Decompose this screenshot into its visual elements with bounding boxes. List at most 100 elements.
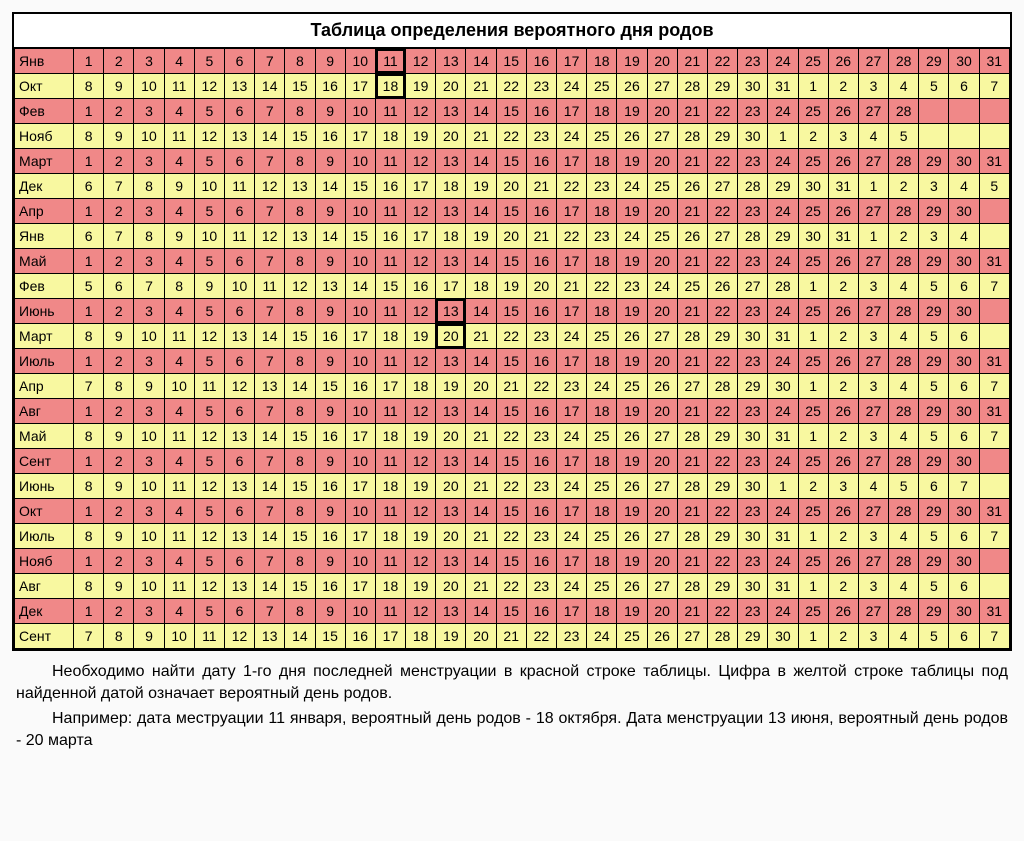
day-cell: 15 bbox=[315, 374, 345, 399]
day-cell: 26 bbox=[828, 399, 858, 424]
day-cell: 13 bbox=[224, 474, 254, 499]
day-cell: 4 bbox=[164, 549, 194, 574]
day-cell: 16 bbox=[375, 224, 405, 249]
month-label: Апр bbox=[15, 374, 74, 399]
day-cell: 18 bbox=[406, 374, 436, 399]
day-cell: 18 bbox=[375, 324, 405, 349]
day-cell: 26 bbox=[828, 549, 858, 574]
month-label: Янв bbox=[15, 49, 74, 74]
day-cell: 18 bbox=[587, 199, 617, 224]
day-cell: 19 bbox=[436, 374, 466, 399]
day-cell bbox=[979, 299, 1009, 324]
day-cell: 1 bbox=[74, 349, 104, 374]
day-cell: 18 bbox=[587, 249, 617, 274]
day-cell: 12 bbox=[194, 124, 224, 149]
day-cell: 26 bbox=[828, 499, 858, 524]
table-row: Сент789101112131415161718192021222324252… bbox=[15, 624, 1010, 649]
day-cell: 19 bbox=[617, 449, 647, 474]
day-cell: 8 bbox=[285, 449, 315, 474]
day-cell: 10 bbox=[164, 624, 194, 649]
day-cell: 28 bbox=[889, 349, 919, 374]
day-cell: 1 bbox=[74, 449, 104, 474]
day-cell: 2 bbox=[104, 199, 134, 224]
month-label: Фев bbox=[15, 99, 74, 124]
day-cell: 23 bbox=[526, 424, 556, 449]
day-cell: 7 bbox=[979, 274, 1009, 299]
day-cell: 31 bbox=[979, 249, 1009, 274]
day-cell: 20 bbox=[647, 599, 677, 624]
day-cell: 7 bbox=[74, 624, 104, 649]
day-cell: 28 bbox=[889, 449, 919, 474]
table-row: Июнь891011121314151617181920212223242526… bbox=[15, 474, 1010, 499]
day-cell: 15 bbox=[496, 549, 526, 574]
day-cell: 5 bbox=[919, 324, 949, 349]
day-cell: 9 bbox=[104, 474, 134, 499]
day-cell: 21 bbox=[466, 474, 496, 499]
day-cell: 17 bbox=[345, 74, 375, 99]
day-cell bbox=[979, 199, 1009, 224]
day-cell: 4 bbox=[164, 399, 194, 424]
day-cell: 10 bbox=[345, 99, 375, 124]
day-cell: 1 bbox=[74, 549, 104, 574]
day-cell: 14 bbox=[466, 349, 496, 374]
day-cell: 1 bbox=[74, 99, 104, 124]
day-cell: 24 bbox=[768, 149, 798, 174]
day-cell bbox=[979, 124, 1009, 149]
day-cell: 8 bbox=[164, 274, 194, 299]
day-cell: 3 bbox=[919, 174, 949, 199]
day-cell: 12 bbox=[406, 299, 436, 324]
day-cell: 11 bbox=[375, 449, 405, 474]
day-cell: 12 bbox=[406, 449, 436, 474]
day-cell: 14 bbox=[315, 224, 345, 249]
day-cell: 9 bbox=[315, 549, 345, 574]
day-cell: 9 bbox=[104, 124, 134, 149]
day-cell: 3 bbox=[134, 49, 164, 74]
day-cell: 21 bbox=[466, 524, 496, 549]
day-cell: 30 bbox=[738, 574, 768, 599]
day-cell: 13 bbox=[224, 424, 254, 449]
month-label: Май bbox=[15, 424, 74, 449]
day-cell: 25 bbox=[798, 549, 828, 574]
day-cell: 15 bbox=[496, 49, 526, 74]
day-cell: 12 bbox=[255, 224, 285, 249]
day-cell: 12 bbox=[406, 149, 436, 174]
day-cell: 4 bbox=[164, 49, 194, 74]
day-cell: 6 bbox=[949, 424, 979, 449]
day-cell: 18 bbox=[587, 499, 617, 524]
day-cell: 19 bbox=[617, 299, 647, 324]
day-cell: 16 bbox=[526, 199, 556, 224]
day-cell: 24 bbox=[557, 324, 587, 349]
day-cell: 1 bbox=[74, 399, 104, 424]
day-cell: 12 bbox=[194, 74, 224, 99]
day-cell: 4 bbox=[164, 149, 194, 174]
day-cell: 11 bbox=[164, 424, 194, 449]
day-cell: 15 bbox=[285, 74, 315, 99]
day-cell: 3 bbox=[858, 74, 888, 99]
day-cell: 29 bbox=[707, 524, 737, 549]
day-cell: 6 bbox=[224, 199, 254, 224]
day-cell: 7 bbox=[979, 74, 1009, 99]
day-cell: 1 bbox=[74, 499, 104, 524]
day-cell: 19 bbox=[406, 474, 436, 499]
day-cell: 13 bbox=[224, 324, 254, 349]
day-cell: 14 bbox=[466, 49, 496, 74]
day-cell: 23 bbox=[526, 74, 556, 99]
day-cell: 16 bbox=[315, 574, 345, 599]
day-cell: 4 bbox=[164, 199, 194, 224]
day-cell: 2 bbox=[828, 574, 858, 599]
day-cell: 25 bbox=[798, 399, 828, 424]
day-cell: 11 bbox=[224, 174, 254, 199]
day-cell: 29 bbox=[707, 74, 737, 99]
day-cell: 27 bbox=[647, 574, 677, 599]
day-cell: 21 bbox=[677, 349, 707, 374]
day-cell: 23 bbox=[738, 599, 768, 624]
day-cell: 22 bbox=[707, 549, 737, 574]
footer-paragraph-1: Необходимо найти дату 1-го дня последней… bbox=[16, 661, 1008, 704]
day-cell: 30 bbox=[949, 549, 979, 574]
day-cell: 9 bbox=[315, 249, 345, 274]
day-cell: 5 bbox=[194, 449, 224, 474]
day-cell bbox=[979, 99, 1009, 124]
day-cell: 14 bbox=[466, 149, 496, 174]
table-row: Нояб891011121314151617181920212223242526… bbox=[15, 124, 1010, 149]
day-cell: 23 bbox=[526, 524, 556, 549]
